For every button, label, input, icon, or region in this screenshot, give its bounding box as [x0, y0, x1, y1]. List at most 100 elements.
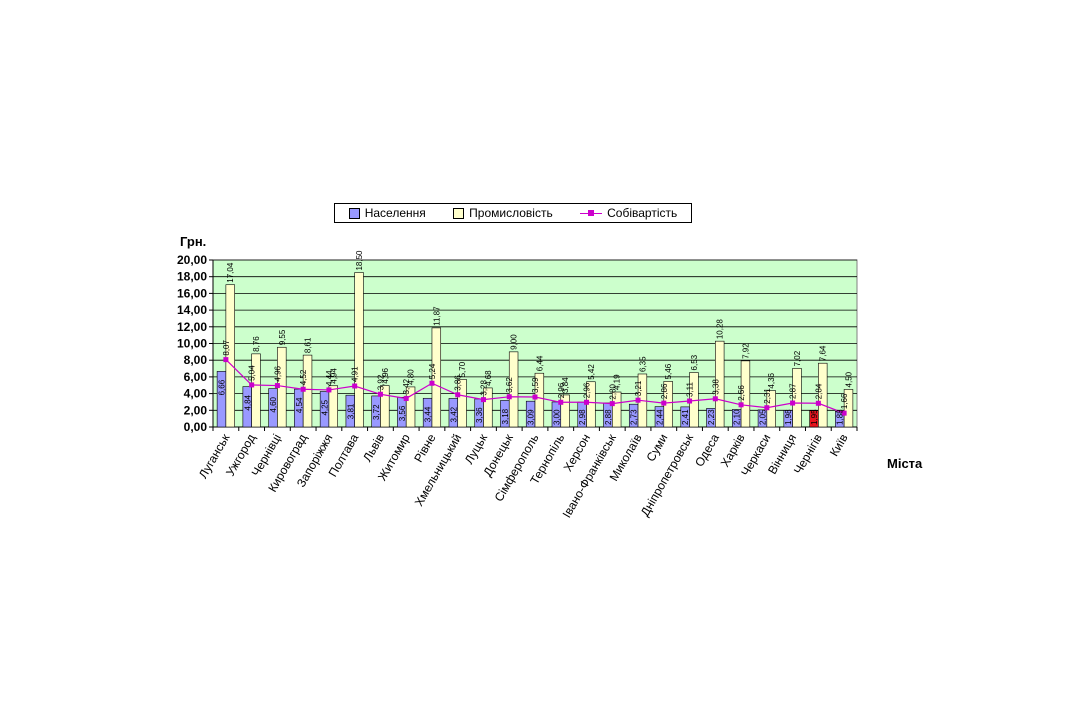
legend-label-industry: Промисловість — [469, 206, 553, 220]
data-label-cost: 2,66 — [737, 385, 746, 401]
data-label-industry: 6,35 — [638, 356, 647, 372]
data-label-industry: 5,46 — [664, 363, 673, 379]
data-label-cost: 2,80 — [608, 383, 617, 399]
data-label-cost: 3,21 — [634, 380, 643, 396]
bar-industry — [740, 360, 751, 428]
data-label-population: 3,81 — [346, 403, 355, 419]
data-label-industry: 9,55 — [278, 329, 287, 345]
data-label-population: 2,05 — [758, 409, 767, 425]
data-label-industry: 4,19 — [613, 374, 622, 390]
point-cost — [609, 401, 615, 407]
legend: Населення Промисловість Собівартість — [334, 203, 692, 223]
legend-item-cost: Собівартість — [580, 206, 677, 220]
data-label-cost: 3,62 — [505, 377, 514, 393]
bar-industry — [483, 387, 493, 428]
data-label-industry: 7,64 — [819, 345, 828, 361]
data-label-population: 1,98 — [784, 409, 793, 425]
data-label-population: 2,41 — [681, 409, 690, 425]
x-tick-label: Суми — [644, 432, 671, 465]
data-label-industry: 4,96 — [381, 367, 390, 383]
data-label-population: 2,73 — [630, 409, 639, 425]
y-tick-label: 0,00 — [184, 420, 208, 434]
data-label-population: 3,44 — [424, 406, 433, 422]
y-axis-title: Грн. — [180, 234, 206, 249]
bar-industry — [843, 389, 854, 428]
point-cost — [377, 391, 383, 397]
bar-industry — [611, 391, 622, 428]
point-cost — [584, 399, 590, 405]
bar-industry — [818, 362, 828, 428]
data-label-cost: 5,04 — [248, 365, 257, 381]
point-cost — [429, 380, 435, 386]
bar-population — [216, 371, 227, 428]
point-cost — [352, 383, 358, 389]
x-tick-label: Рівне — [411, 431, 438, 465]
point-cost — [815, 400, 821, 406]
data-label-cost: 2,86 — [660, 383, 669, 399]
data-label-cost: 3,11 — [686, 382, 695, 398]
y-tick-label: 16,00 — [177, 286, 207, 300]
x-tick-label: Львів — [360, 432, 387, 465]
data-label-industry: 3,84 — [561, 377, 570, 393]
legend-item-population: Населення — [348, 206, 426, 220]
data-label-cost: 4,44 — [325, 370, 334, 386]
x-tick-label: Одеса — [692, 431, 722, 469]
data-label-industry: 4,36 — [767, 372, 776, 388]
data-label-industry: 6,44 — [535, 355, 544, 371]
point-cost — [274, 383, 280, 389]
plot-area: 0,00 2,00 4,00 6,00 8,00 10,00 12,00 14,00 16,00… — [177, 250, 858, 520]
point-cost — [300, 386, 306, 392]
point-cost — [223, 357, 229, 363]
y-tick-label: 4,00 — [184, 387, 208, 401]
data-label-industry: 4,80 — [407, 369, 416, 385]
legend-item-industry: Промисловість — [453, 206, 553, 220]
data-label-industry: 7,92 — [741, 343, 750, 359]
data-label-population: 6,66 — [218, 379, 227, 395]
y-tick-label: 10,00 — [177, 337, 207, 351]
y-tick-label: 14,00 — [177, 303, 207, 317]
legend-swatch-industry — [453, 207, 465, 219]
legend-swatch-population — [348, 207, 360, 219]
point-cost — [790, 400, 796, 406]
point-cost — [661, 400, 667, 406]
bar-industry — [534, 372, 545, 428]
y-tick-label: 20,00 — [177, 253, 207, 267]
data-label-cost: 3,38 — [711, 379, 720, 395]
x-tick-label: Київ — [827, 432, 851, 459]
y-tick-label: 2,00 — [184, 403, 208, 417]
bar-industry — [251, 353, 261, 428]
data-label-industry: 10,28 — [716, 319, 725, 340]
point-cost — [712, 396, 718, 402]
point-cost — [249, 382, 255, 388]
data-label-industry: 18,50 — [355, 250, 364, 271]
data-label-cost: 3,28 — [479, 379, 488, 395]
data-label-population: 2,23 — [707, 409, 716, 425]
data-label-industry: 5,70 — [458, 361, 467, 377]
data-label-industry: 5,42 — [587, 364, 596, 380]
data-label-cost: 2,96 — [557, 382, 566, 398]
y-tick-label: 18,00 — [177, 270, 207, 284]
y-tick-label: 8,00 — [184, 353, 208, 367]
data-label-industry: 17,04 — [226, 262, 235, 283]
bar-industry — [354, 272, 364, 428]
data-label-population: 3,56 — [398, 405, 407, 421]
data-label-industry: 4,68 — [484, 370, 493, 386]
data-label-cost: 2,96 — [583, 382, 592, 398]
data-label-cost: 1,66 — [840, 393, 849, 409]
data-label-population: 1,88 — [836, 409, 845, 425]
legend-label-cost: Собівартість — [607, 206, 678, 220]
bar-industry — [328, 385, 338, 428]
point-cost — [506, 394, 512, 400]
point-cost — [532, 394, 538, 400]
data-label-population: 4,25 — [321, 399, 330, 415]
data-label-cost: 3,42 — [402, 378, 411, 394]
data-label-cost: 2,84 — [814, 383, 823, 399]
data-label-cost: 2,31 — [763, 388, 772, 404]
data-label-cost: 2,87 — [789, 383, 798, 399]
data-label-cost: 3,86 — [454, 375, 463, 391]
data-label-population: 3,00 — [552, 409, 561, 425]
y-tick-label: 12,00 — [177, 320, 207, 334]
data-label-cost: 3,59 — [531, 377, 540, 393]
bar-industry — [792, 368, 802, 428]
